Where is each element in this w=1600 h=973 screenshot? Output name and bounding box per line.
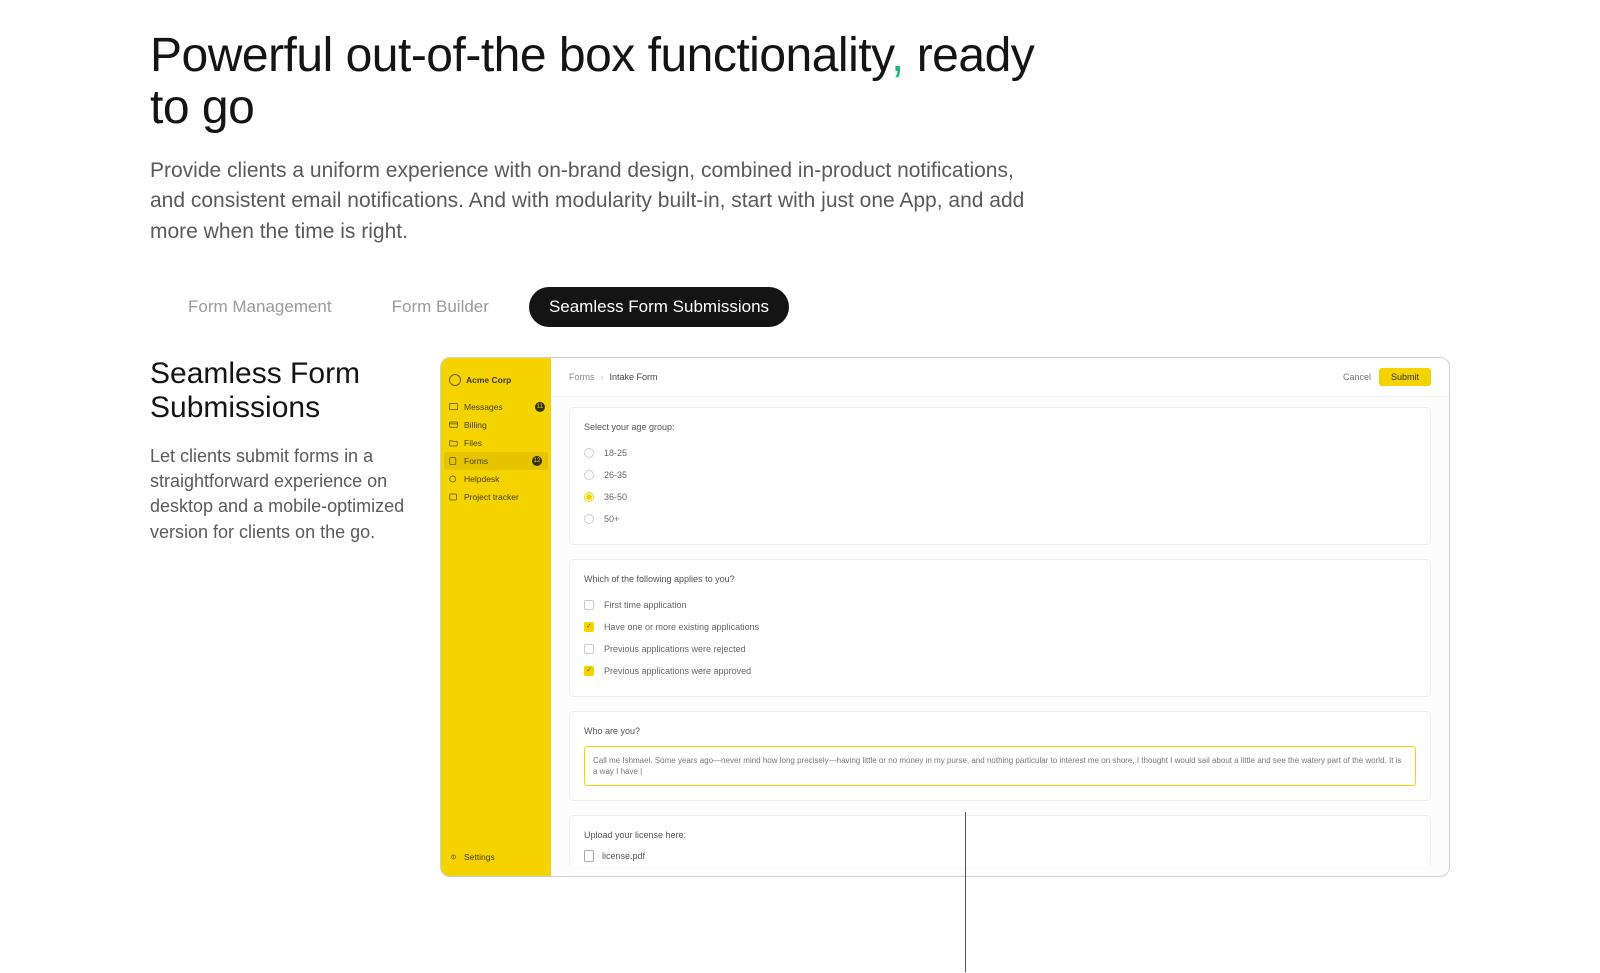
sidebar-item-forms[interactable]: Forms 12 (444, 452, 548, 470)
main-panel: Forms › Intake Form Cancel Submit Select… (551, 358, 1449, 876)
checkbox-icon (584, 622, 594, 632)
sidebar-badge: 12 (532, 456, 542, 466)
sidebar-item-label: Helpdesk (464, 474, 499, 484)
breadcrumb-current: Intake Form (610, 372, 658, 382)
sidebar-item-label: Messages (464, 402, 503, 412)
helpdesk-icon (449, 475, 458, 483)
checkbox-icon (584, 600, 594, 610)
cancel-button[interactable]: Cancel (1335, 368, 1379, 386)
checkbox-option[interactable]: Have one or more existing applications (584, 616, 1416, 638)
file-icon (584, 850, 594, 862)
file-name: license.pdf (602, 851, 645, 861)
message-icon (449, 403, 458, 411)
radio-option[interactable]: 50+ (584, 508, 1416, 530)
tab-seamless-submissions[interactable]: Seamless Form Submissions (529, 287, 789, 327)
radio-icon (584, 448, 594, 458)
radio-icon (584, 492, 594, 502)
sidebar-item-label: Project tracker (464, 492, 519, 502)
section-title: Seamless Form Submissions (150, 357, 410, 426)
sidebar: Acme Corp Messages 11 Billing Files (441, 358, 551, 876)
sidebar-item-messages[interactable]: Messages 11 (441, 398, 551, 416)
folder-icon (449, 439, 458, 447)
brand-logo-icon (449, 374, 461, 386)
checkbox-icon (584, 644, 594, 654)
checkbox-option[interactable]: Previous applications were rejected (584, 638, 1416, 660)
checkbox-option[interactable]: Previous applications were approved (584, 660, 1416, 682)
hero-title-comma: , (891, 29, 904, 82)
sidebar-item-helpdesk[interactable]: Helpdesk (441, 470, 551, 488)
question-label: Select your age group: (584, 422, 1416, 432)
sidebar-item-label: Settings (464, 852, 495, 862)
option-label: Previous applications were approved (604, 666, 751, 676)
app-mockup: Acme Corp Messages 11 Billing Files (440, 357, 1450, 877)
radio-icon (584, 514, 594, 524)
feature-tabs: Form Management Form Builder Seamless Fo… (150, 287, 1450, 327)
option-label: 26-35 (604, 470, 627, 480)
sidebar-item-files[interactable]: Files (441, 434, 551, 452)
project-icon (449, 493, 458, 501)
question-age-group: Select your age group: 18-25 26-35 36-50… (569, 407, 1431, 545)
radio-option[interactable]: 18-25 (584, 442, 1416, 464)
breadcrumb: Forms › Intake Form (569, 372, 658, 382)
checkbox-icon (584, 666, 594, 676)
sidebar-item-label: Forms (464, 456, 488, 466)
sidebar-item-settings[interactable]: Settings (441, 848, 551, 866)
file-attachment[interactable]: license.pdf (584, 850, 1416, 862)
hero-title: Powerful out-of-the box functionality, r… (150, 30, 1050, 134)
tab-form-management[interactable]: Form Management (168, 287, 352, 327)
radio-option[interactable]: 36-50 (584, 486, 1416, 508)
billing-icon (449, 421, 458, 429)
option-label: 18-25 (604, 448, 627, 458)
option-label: Previous applications were rejected (604, 644, 746, 654)
brand[interactable]: Acme Corp (441, 368, 551, 398)
radio-icon (584, 470, 594, 480)
sidebar-badge: 11 (535, 402, 545, 412)
tab-form-builder[interactable]: Form Builder (372, 287, 509, 327)
option-label: 50+ (604, 514, 619, 524)
question-label: Who are you? (584, 726, 1416, 736)
hero-title-part-a: Powerful out-of-the box functionality (150, 29, 891, 82)
forms-icon (449, 457, 458, 465)
topbar: Forms › Intake Form Cancel Submit (551, 358, 1449, 397)
radio-option[interactable]: 26-35 (584, 464, 1416, 486)
breadcrumb-root[interactable]: Forms (569, 372, 595, 382)
question-who: Who are you? Call me Ishmael. Some years… (569, 711, 1431, 801)
submit-button[interactable]: Submit (1379, 368, 1431, 386)
sidebar-item-label: Billing (464, 420, 487, 430)
question-applies: Which of the following applies to you? F… (569, 559, 1431, 697)
question-label: Upload your license here: (584, 830, 1416, 840)
sidebar-item-label: Files (464, 438, 482, 448)
gear-icon (449, 853, 458, 861)
sidebar-nav: Messages 11 Billing Files Forms 12 (441, 398, 551, 506)
decorative-divider (965, 812, 966, 972)
option-label: Have one or more existing applications (604, 622, 759, 632)
question-label: Which of the following applies to you? (584, 574, 1416, 584)
question-upload: Upload your license here: license.pdf (569, 815, 1431, 866)
checkbox-option[interactable]: First time application (584, 594, 1416, 616)
brand-name: Acme Corp (466, 375, 511, 385)
sidebar-item-billing[interactable]: Billing (441, 416, 551, 434)
hero-subtitle: Provide clients a uniform experience wit… (150, 156, 1050, 247)
option-label: First time application (604, 600, 687, 610)
chevron-right-icon: › (601, 372, 604, 382)
section-description: Let clients submit forms in a straightfo… (150, 444, 410, 545)
sidebar-item-project-tracker[interactable]: Project tracker (441, 488, 551, 506)
textarea-input[interactable]: Call me Ishmael. Some years ago—never mi… (584, 746, 1416, 786)
option-label: 36-50 (604, 492, 627, 502)
